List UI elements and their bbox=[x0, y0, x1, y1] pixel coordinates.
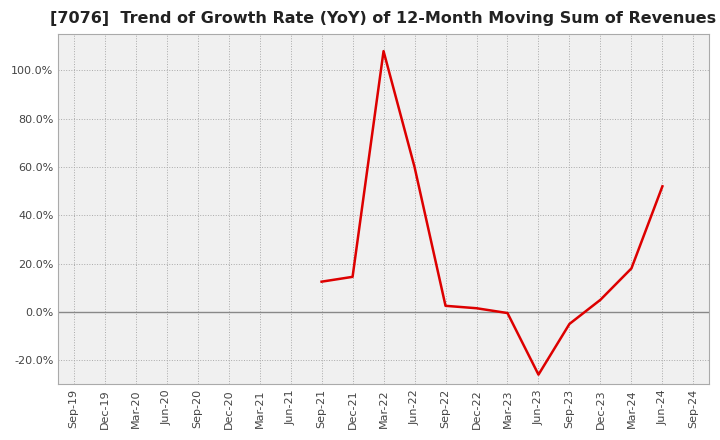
Title: [7076]  Trend of Growth Rate (YoY) of 12-Month Moving Sum of Revenues: [7076] Trend of Growth Rate (YoY) of 12-… bbox=[50, 11, 716, 26]
